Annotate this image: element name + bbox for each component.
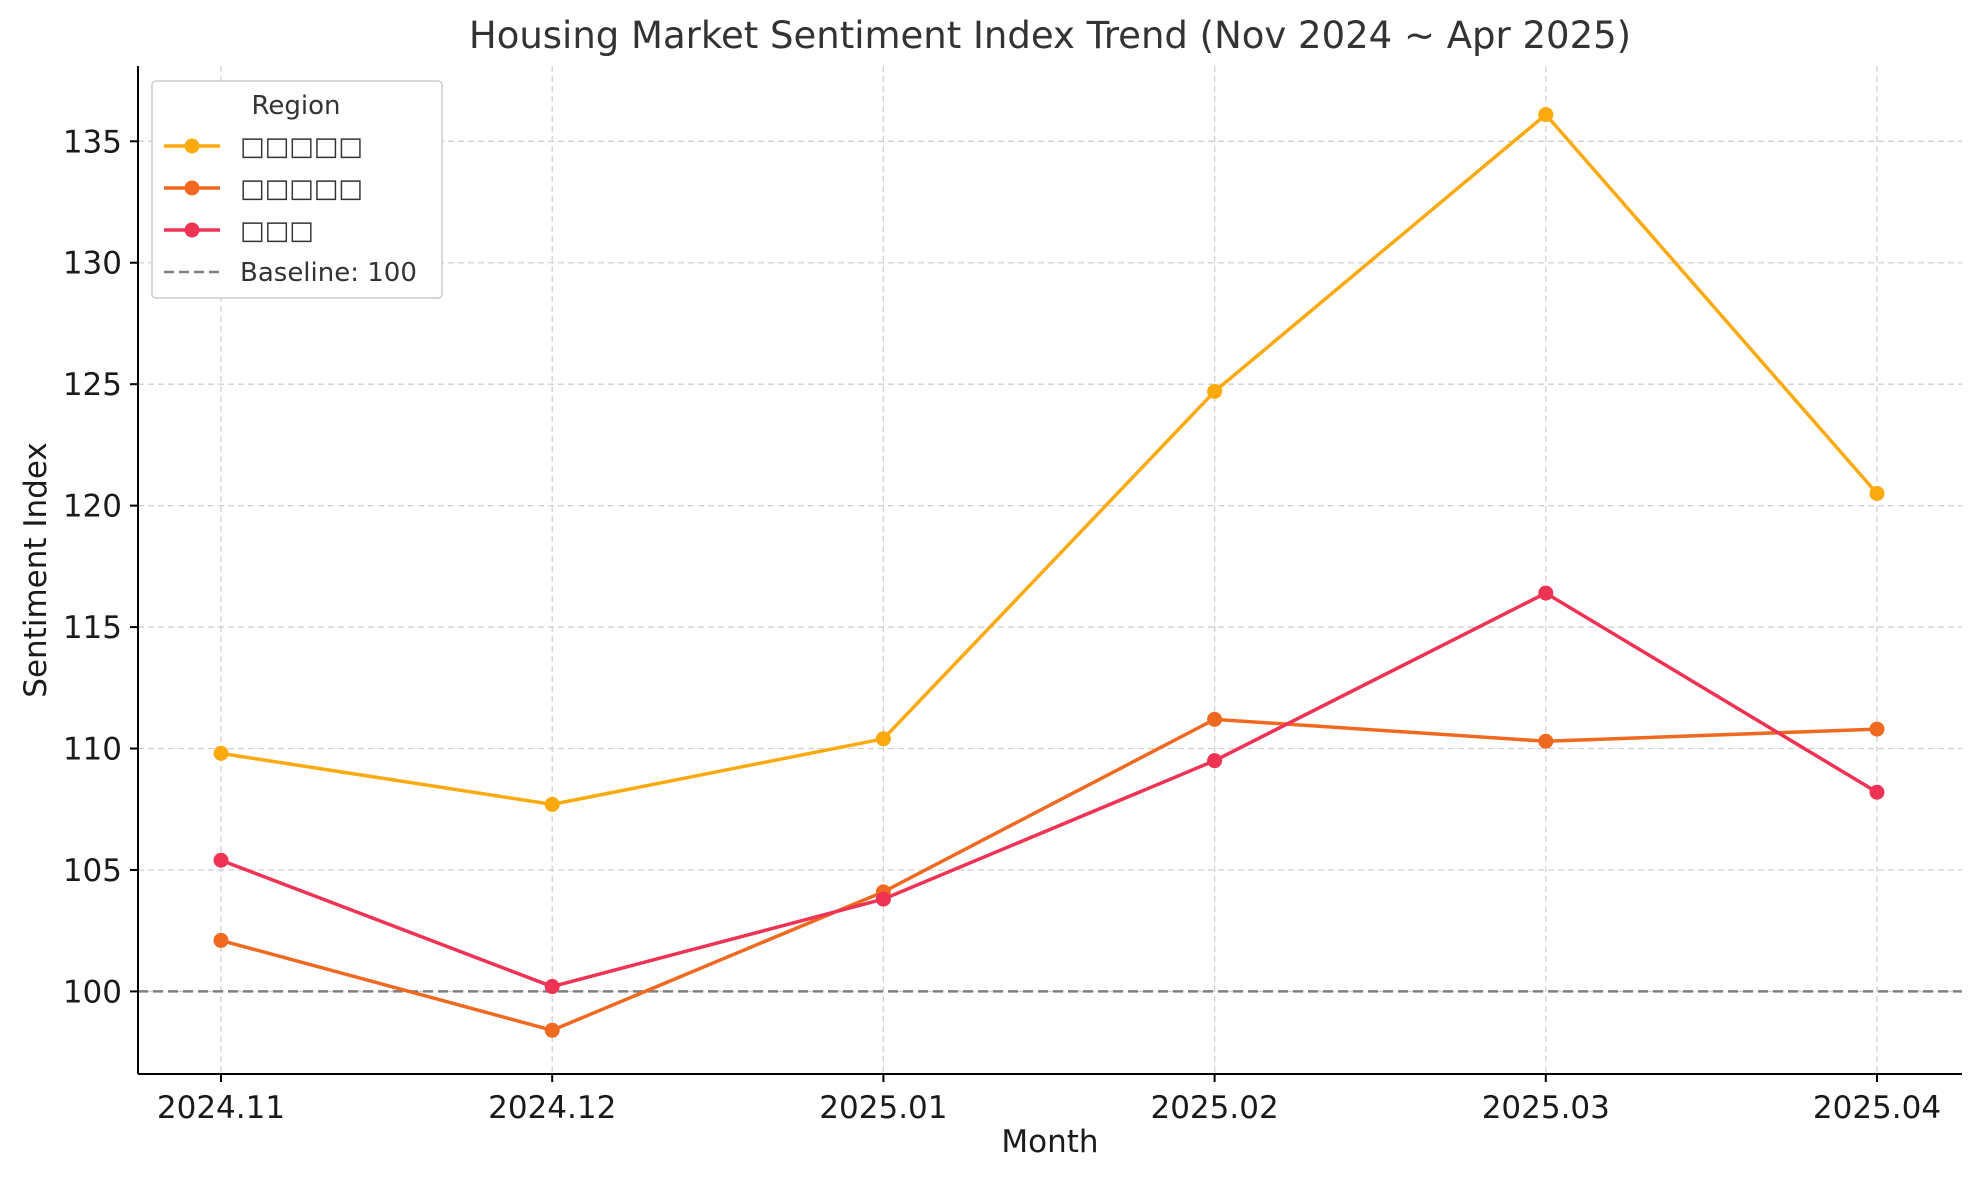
y-tick-label: 130 — [63, 246, 122, 282]
data-point — [1869, 784, 1885, 800]
x-tick-label: 2025.02 — [1150, 1090, 1278, 1126]
series-line — [220, 717, 1878, 1033]
y-tick-label: 110 — [63, 732, 122, 768]
x-tick-label: 2025.04 — [1813, 1090, 1941, 1126]
data-point — [544, 796, 560, 812]
series-3 — [213, 585, 1885, 995]
legend-entries: □□□□□□□□□□□□□Baseline: 100 — [164, 132, 417, 288]
data-point — [1869, 485, 1885, 501]
chart-title: Housing Market Sentiment Index Trend (No… — [469, 14, 1631, 57]
y-tick-label: 105 — [63, 853, 122, 889]
series-layer — [213, 107, 1885, 1038]
legend-label: □□□□□ — [240, 132, 363, 162]
legend-label: □□□ — [240, 216, 314, 246]
data-point — [875, 891, 891, 907]
series-line — [220, 112, 1879, 807]
legend-title: Region — [251, 91, 340, 121]
legend-entry: Baseline: 100 — [164, 258, 417, 288]
data-point — [544, 979, 560, 995]
y-tick-label: 125 — [63, 367, 122, 403]
y-tick-label: 115 — [63, 610, 122, 646]
axes-layer — [137, 66, 1962, 1075]
data-point — [1538, 585, 1554, 601]
legend-swatch-marker — [184, 180, 200, 196]
data-point — [1869, 721, 1885, 737]
legend-swatch-marker — [184, 222, 200, 238]
series-1 — [213, 107, 1885, 812]
series-line — [220, 591, 1878, 989]
legend: Region □□□□□□□□□□□□□Baseline: 100 — [151, 80, 443, 299]
data-point — [544, 1022, 560, 1038]
data-point — [875, 731, 891, 747]
data-point — [1538, 107, 1554, 123]
data-point — [1538, 733, 1554, 749]
legend-entry: □□□□□ — [164, 132, 363, 162]
legend-label: □□□□□ — [240, 174, 363, 204]
y-tick-label: 120 — [63, 489, 122, 525]
x-tick-label: 2025.03 — [1482, 1090, 1610, 1126]
legend-swatch-marker — [184, 138, 200, 154]
y-tick-label: 135 — [63, 124, 122, 160]
x-tick-label: 2025.01 — [819, 1090, 947, 1126]
legend-entry: □□□ — [164, 216, 314, 246]
ticks-layer: 2024.11 2024.12 2025.01 2025.02 2025.03 2025.… — [63, 124, 1941, 1126]
legend-entry: □□□□□ — [164, 174, 363, 204]
y-tick-label: 100 — [63, 974, 122, 1010]
data-point — [1207, 711, 1223, 727]
data-point — [1207, 383, 1223, 399]
data-point — [213, 932, 229, 948]
x-tick-label: 2024.12 — [488, 1090, 616, 1126]
series-2 — [213, 711, 1885, 1038]
data-point — [1207, 753, 1223, 769]
data-point — [213, 745, 229, 761]
legend-box — [151, 80, 443, 299]
data-point — [213, 852, 229, 868]
y-axis-title: Sentiment Index — [18, 442, 54, 697]
legend-label: Baseline: 100 — [240, 258, 417, 288]
x-tick-label: 2024.11 — [157, 1090, 285, 1126]
x-axis-title: Month — [1001, 1124, 1098, 1160]
